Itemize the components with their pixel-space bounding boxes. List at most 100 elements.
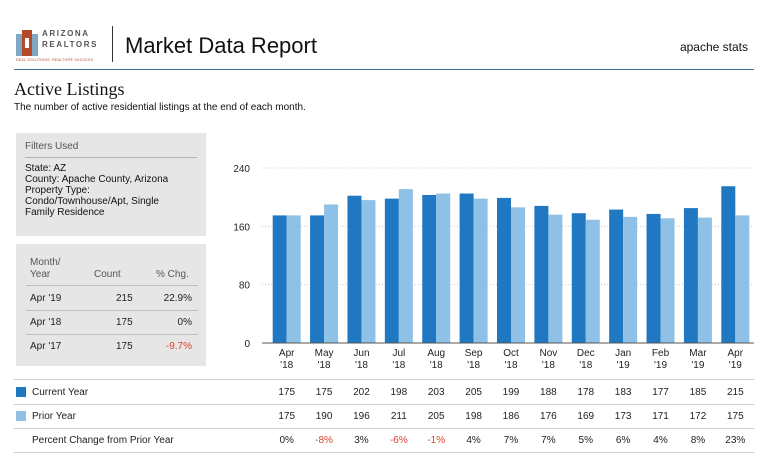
row-value: 185: [689, 387, 707, 398]
filter-line: Family Residence: [25, 207, 105, 218]
filters-title: Filters Used: [25, 141, 79, 152]
x-tick-label: Jan: [615, 348, 631, 359]
x-tick-label: '18: [280, 360, 293, 371]
bar-current-year: [721, 186, 736, 343]
row-change: 22.9%: [163, 293, 192, 304]
x-tick-label: '19: [654, 360, 667, 371]
table-separator: [26, 334, 198, 335]
row-value: 198: [465, 411, 482, 422]
row-separator: [14, 404, 754, 405]
x-tick-label: Jul: [392, 348, 405, 359]
percent-change-row: Percent Change from Prior Year 0% -8% 3% -6…: [0, 428, 768, 452]
filters-panel: Filters Used State: AZ County: Apache Co…: [16, 133, 206, 236]
header-divider: [112, 26, 113, 62]
row-value: 205: [465, 387, 482, 398]
bar-current-year: [534, 205, 549, 343]
row-value: 190: [315, 411, 333, 422]
bar-prior-year: [324, 204, 339, 343]
row-value: 23%: [725, 435, 746, 446]
bar-prior-year: [473, 198, 488, 343]
bar-prior-year: [660, 218, 675, 343]
bar-current-year: [683, 208, 698, 343]
row-value: -8%: [315, 435, 333, 446]
column-header-month: Month/ Year: [30, 257, 61, 280]
row-separator: [14, 452, 754, 453]
row-value: 172: [689, 411, 707, 422]
bar-current-year: [571, 213, 586, 343]
current-year-row: Current Year 175 175 202 198 203 205 199 188 178…: [0, 380, 768, 404]
row-change: -9.7%: [165, 341, 192, 352]
row-value: 4%: [653, 435, 668, 446]
row-value: 215: [726, 387, 744, 398]
row-value: 178: [577, 387, 595, 398]
row-count: 175: [116, 317, 133, 328]
x-tick-label: Mar: [689, 348, 707, 359]
bar-prior-year: [436, 193, 451, 343]
row-value: 3%: [354, 435, 369, 446]
filters-body: State: AZ County: Apache County, Arizona…: [25, 163, 200, 218]
x-tick-label: '18: [430, 360, 443, 371]
x-tick-label: '18: [579, 360, 592, 371]
row-value: 203: [427, 387, 445, 398]
row-value: 171: [652, 411, 669, 422]
row-value: 177: [652, 387, 669, 398]
x-tick-label: '19: [691, 360, 704, 371]
bar-prior-year: [361, 200, 376, 343]
row-value: 176: [540, 411, 557, 422]
x-tick-label: Apr: [728, 348, 744, 359]
x-tick-label: Dec: [577, 348, 595, 359]
table-row: Apr '18 175 0%: [26, 311, 198, 333]
row-month: Apr '18: [30, 317, 62, 328]
current-year-label: Current Year: [32, 387, 89, 398]
column-header-count: Count: [94, 269, 121, 280]
x-tick-label: '18: [542, 360, 555, 371]
prior-year-row: Prior Year 175 190 196 211 205 198 186 176 169 17…: [0, 404, 768, 428]
bar-current-year: [609, 209, 624, 343]
bar-prior-year: [511, 207, 525, 343]
x-tick-label: '18: [392, 360, 405, 371]
bar-current-year: [347, 195, 362, 343]
row-value: 205: [427, 411, 445, 422]
bar-prior-year: [623, 216, 638, 343]
filter-line: Property Type:: [25, 185, 90, 196]
y-tick-label: 160: [233, 222, 250, 233]
row-value: 4%: [466, 435, 481, 446]
bar-prior-year: [398, 189, 413, 343]
bar-current-year: [459, 193, 474, 343]
logo-mark-icon: [16, 30, 38, 56]
bar-prior-year: [286, 215, 301, 343]
row-value: 175: [315, 387, 333, 398]
bar-prior-year: [585, 219, 600, 343]
y-tick-label: 0: [244, 339, 250, 350]
logo-tagline: REAL SOLUTIONS. REALTOR® SUCCESS.: [16, 58, 95, 62]
section-subtitle: The number of active residential listing…: [14, 102, 306, 113]
x-tick-label: '18: [467, 360, 480, 371]
filters-rule: [25, 157, 197, 158]
x-tick-label: Jun: [353, 348, 369, 359]
x-tick-label: '18: [355, 360, 368, 371]
logo-line-1: ARIZONA: [42, 29, 90, 38]
current-year-swatch: [16, 387, 26, 397]
x-tick-label: Apr: [279, 348, 295, 359]
row-value: 173: [614, 411, 632, 422]
row-value: 0%: [279, 435, 294, 446]
row-value: 7%: [503, 435, 519, 446]
filter-line: County: Apache County, Arizona: [25, 174, 169, 185]
prior-year-swatch: [16, 411, 26, 421]
row-value: 6%: [615, 435, 631, 446]
row-value: 175: [726, 411, 744, 422]
page-title: Market Data Report: [125, 33, 317, 58]
bar-current-year: [497, 197, 511, 343]
row-value: 183: [614, 387, 632, 398]
row-value: 186: [502, 411, 520, 422]
table-separator: [26, 310, 198, 311]
report-header: ARIZONA REALTORS REAL SOLUTIONS. REALTOR…: [0, 0, 768, 70]
bar-prior-year: [735, 215, 750, 343]
report-area-label: apache stats: [679, 40, 748, 54]
percent-change-label: Percent Change from Prior Year: [32, 435, 174, 446]
row-value: 169: [577, 411, 595, 422]
row-value: 202: [353, 387, 370, 398]
header-rule: [14, 69, 754, 70]
bar-current-year: [422, 194, 437, 343]
y-tick-label: 240: [233, 164, 250, 175]
